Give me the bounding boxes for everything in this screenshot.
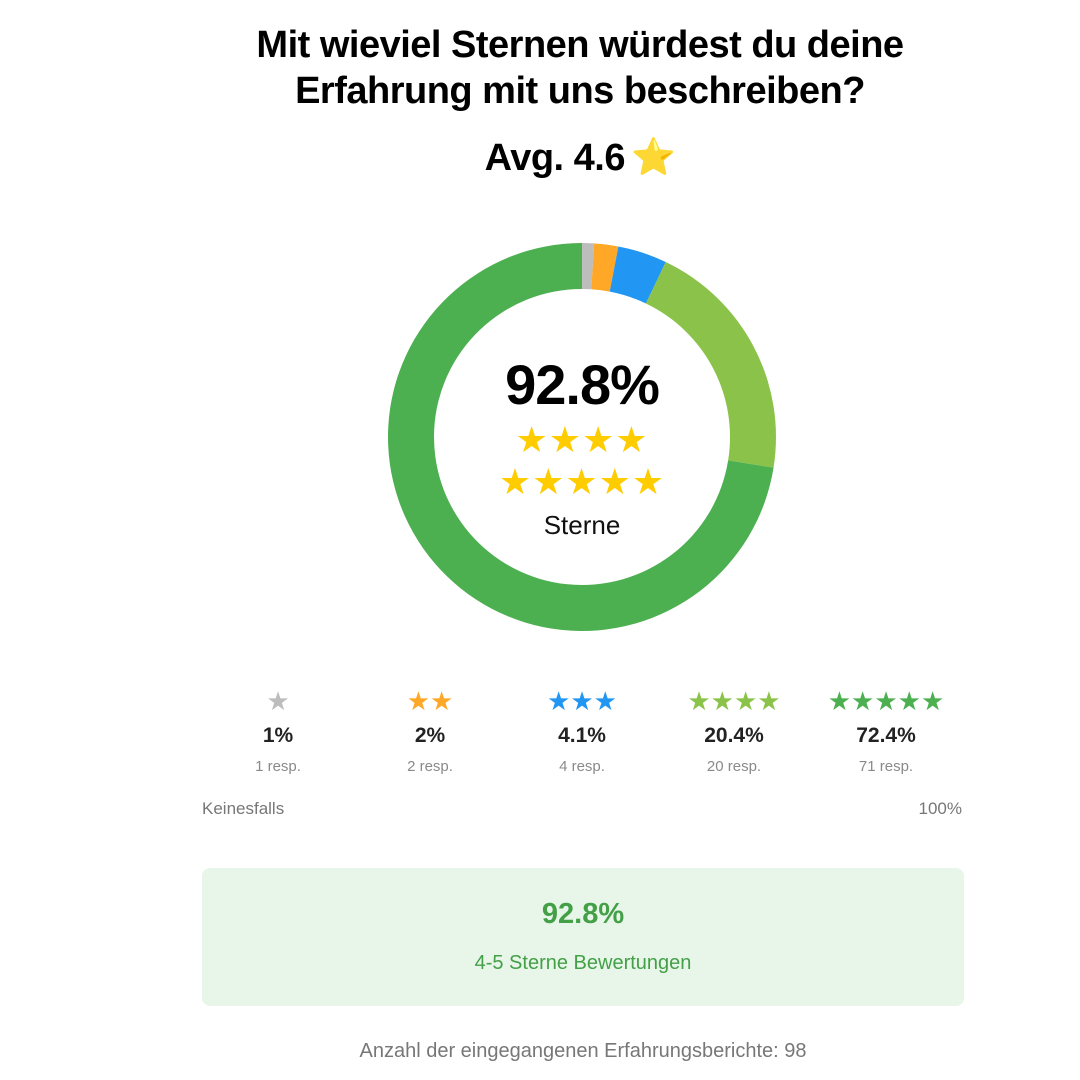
two-star-icons: ★★ <box>406 686 454 716</box>
distribution-item-2-stars: ★★ 2% 2 resp. <box>355 686 505 775</box>
one-star-icon: ★ <box>266 686 290 716</box>
distribution-percent: 72.4% <box>856 724 916 747</box>
distribution-responses: 71 resp. <box>858 758 914 775</box>
scale-high-label: 100% <box>918 799 962 818</box>
distribution-percent: 4.1% <box>558 724 606 747</box>
donut-slice-4-star <box>645 262 776 468</box>
distribution-percent: 20.4% <box>704 724 764 747</box>
four-star-icons: ★★★★ <box>515 419 649 460</box>
donut-slice-2-star <box>591 243 619 292</box>
distribution-item-4-stars: ★★★★ 20.4% 20 resp. <box>659 686 809 775</box>
scale-low-label: Keinesfalls <box>202 799 285 818</box>
four-star-icons: ★★★★ <box>687 686 781 716</box>
center-percent: 92.8% <box>505 353 660 416</box>
average-rating: Avg. 4.6 ⭐ <box>120 136 1040 180</box>
question-title-line-2: Erfahrung mit uns beschreiben? <box>295 70 865 112</box>
donut-slice-3-star <box>609 246 666 304</box>
star-icon: ⭐ <box>631 136 676 177</box>
question-title: Mit wieviel Sternen würdest du deine Erf… <box>120 22 1040 114</box>
response-count: Anzahl der eingegangenen Erfahrungsberic… <box>359 1040 807 1062</box>
center-label: Sterne <box>543 510 621 540</box>
distribution-percent: 2% <box>414 724 446 747</box>
distribution-responses: 2 resp. <box>407 758 453 775</box>
five-star-icons: ★★★★★ <box>827 686 945 716</box>
distribution-item-5-stars: ★★★★★ 72.4% 71 resp. <box>811 686 961 775</box>
distribution-responses: 20 resp. <box>706 758 762 775</box>
donut-chart <box>387 243 776 631</box>
distribution-responses: 1 resp. <box>255 758 301 775</box>
average-label: Avg. 4.6 <box>484 137 626 179</box>
summary-label: 4-5 Sterne Bewertungen <box>474 952 692 974</box>
summary-box: 92.8% 4-5 Sterne Bewertungen <box>202 868 964 1006</box>
distribution-item-3-stars: ★★★ 4.1% 4 resp. <box>507 686 657 775</box>
question-title-line-1: Mit wieviel Sternen würdest du deine <box>256 24 904 66</box>
three-star-icons: ★★★ <box>547 686 617 716</box>
donut-slice-1-star <box>582 243 595 290</box>
distribution-percent: 1% <box>262 724 294 747</box>
distribution-item-1-star: ★ 1% 1 resp. <box>203 686 353 775</box>
summary-percent: 92.8% <box>541 898 625 930</box>
five-star-icons: ★★★★★ <box>498 461 666 502</box>
distribution-responses: 4 resp. <box>559 758 605 775</box>
